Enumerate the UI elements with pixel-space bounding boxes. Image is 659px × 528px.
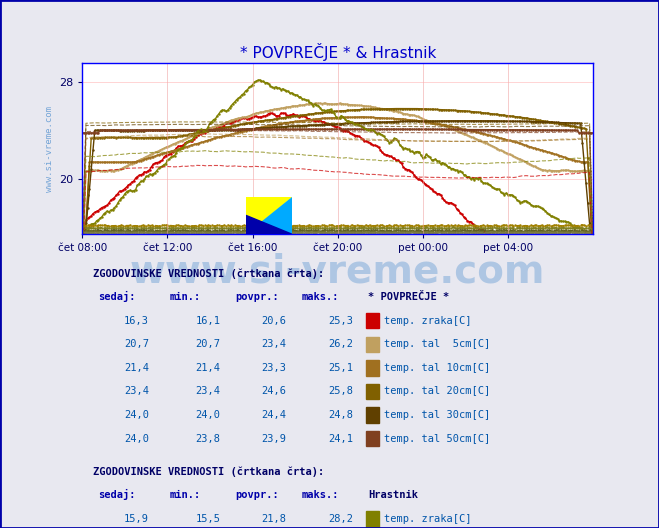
Text: sedaj:: sedaj: — [98, 489, 135, 500]
Text: Hrastnik: Hrastnik — [368, 490, 418, 500]
Text: 23,3: 23,3 — [262, 363, 287, 373]
Text: temp. zraka[C]: temp. zraka[C] — [384, 514, 471, 524]
Text: 20,7: 20,7 — [124, 340, 149, 350]
Text: povpr.:: povpr.: — [236, 292, 279, 302]
Text: 23,4: 23,4 — [262, 340, 287, 350]
FancyBboxPatch shape — [366, 360, 379, 375]
Text: min.:: min.: — [169, 292, 200, 302]
FancyBboxPatch shape — [366, 511, 379, 526]
Text: 23,4: 23,4 — [195, 386, 220, 397]
Text: 24,0: 24,0 — [124, 433, 149, 444]
Text: 25,3: 25,3 — [328, 316, 353, 326]
Text: ZGODOVINSKE VREDNOSTI (črtkana črta):: ZGODOVINSKE VREDNOSTI (črtkana črta): — [92, 466, 324, 477]
Text: 24,4: 24,4 — [262, 410, 287, 420]
Text: maks.:: maks.: — [302, 292, 339, 302]
FancyBboxPatch shape — [366, 431, 379, 446]
Text: 15,9: 15,9 — [124, 514, 149, 524]
Text: 28,2: 28,2 — [328, 514, 353, 524]
Text: 24,1: 24,1 — [328, 433, 353, 444]
Text: 20,6: 20,6 — [262, 316, 287, 326]
Text: temp. tal 20cm[C]: temp. tal 20cm[C] — [384, 386, 490, 397]
Text: ZGODOVINSKE VREDNOSTI (črtkana črta):: ZGODOVINSKE VREDNOSTI (črtkana črta): — [92, 268, 324, 279]
Text: 23,9: 23,9 — [262, 433, 287, 444]
Text: 24,0: 24,0 — [124, 410, 149, 420]
Text: 25,1: 25,1 — [328, 363, 353, 373]
Text: www.si-vreme.com: www.si-vreme.com — [45, 106, 53, 192]
Text: 16,3: 16,3 — [124, 316, 149, 326]
Text: temp. tal 50cm[C]: temp. tal 50cm[C] — [384, 433, 490, 444]
Text: 23,4: 23,4 — [124, 386, 149, 397]
Text: temp. tal 10cm[C]: temp. tal 10cm[C] — [384, 363, 490, 373]
Text: 21,4: 21,4 — [124, 363, 149, 373]
Text: 16,1: 16,1 — [195, 316, 220, 326]
Text: 21,4: 21,4 — [195, 363, 220, 373]
Text: 25,8: 25,8 — [328, 386, 353, 397]
Text: www.si-vreme.com: www.si-vreme.com — [130, 253, 546, 291]
Text: * POVPREČJE *: * POVPREČJE * — [368, 292, 449, 302]
Text: temp. zraka[C]: temp. zraka[C] — [384, 316, 471, 326]
Text: 26,2: 26,2 — [328, 340, 353, 350]
Text: 20,7: 20,7 — [195, 340, 220, 350]
FancyBboxPatch shape — [366, 337, 379, 352]
Text: 24,8: 24,8 — [328, 410, 353, 420]
Text: temp. tal 30cm[C]: temp. tal 30cm[C] — [384, 410, 490, 420]
Text: povpr.:: povpr.: — [236, 490, 279, 500]
Text: 24,6: 24,6 — [262, 386, 287, 397]
Text: 21,8: 21,8 — [262, 514, 287, 524]
FancyBboxPatch shape — [366, 408, 379, 423]
FancyBboxPatch shape — [366, 313, 379, 328]
Text: sedaj:: sedaj: — [98, 291, 135, 302]
Title: * POVPREČJE * & Hrastnik: * POVPREČJE * & Hrastnik — [240, 43, 436, 61]
Text: temp. tal  5cm[C]: temp. tal 5cm[C] — [384, 340, 490, 350]
Text: 24,0: 24,0 — [195, 410, 220, 420]
Text: min.:: min.: — [169, 490, 200, 500]
Text: 23,8: 23,8 — [195, 433, 220, 444]
FancyBboxPatch shape — [366, 384, 379, 399]
Text: 15,5: 15,5 — [195, 514, 220, 524]
Text: maks.:: maks.: — [302, 490, 339, 500]
